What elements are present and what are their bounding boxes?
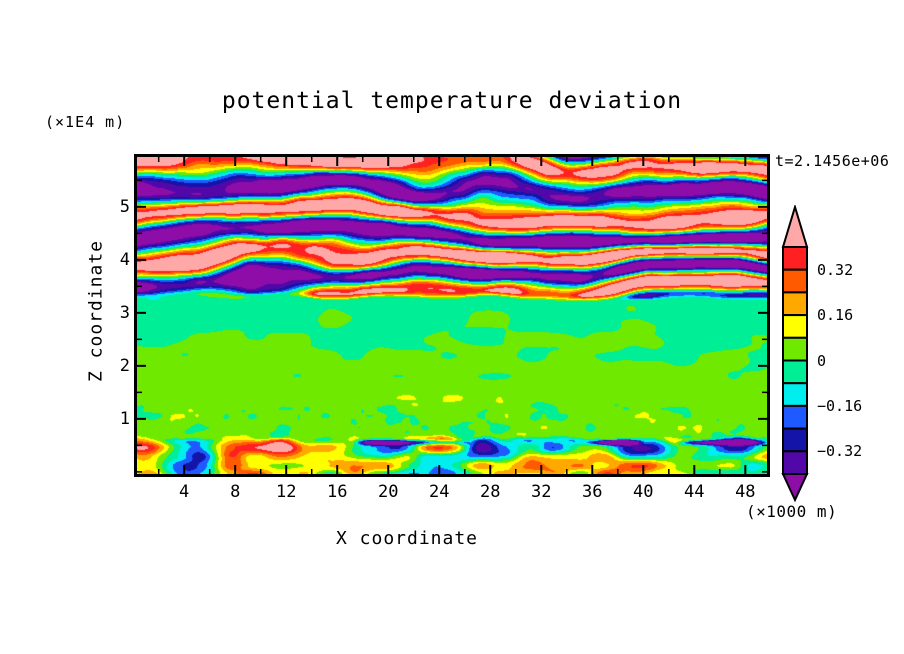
x-tick-label: 8 bbox=[230, 482, 241, 502]
y-axis-label: Z coordinate bbox=[85, 239, 107, 383]
x-tick-label: 4 bbox=[179, 482, 190, 502]
colorbar-tick-label: 0.16 bbox=[817, 306, 854, 324]
colorbar-tick-label: 0.32 bbox=[817, 261, 854, 279]
colorbar-tick-label: −0.16 bbox=[817, 397, 863, 415]
colorbar-tick-label: 0 bbox=[817, 352, 827, 370]
colorbar bbox=[781, 205, 809, 503]
y-tick-label: 5 bbox=[119, 196, 130, 217]
y-tick-label: 4 bbox=[119, 249, 130, 270]
x-tick-label: 28 bbox=[480, 482, 501, 502]
x-tick-label: 20 bbox=[377, 482, 399, 502]
contour-field-canvas bbox=[137, 157, 767, 474]
x-axis-unit-label: (×1000 m) bbox=[746, 502, 838, 521]
colorbar-tick-label: −0.32 bbox=[817, 442, 863, 460]
x-tick-label: 24 bbox=[428, 482, 450, 502]
x-tick-label: 44 bbox=[684, 482, 705, 502]
plot-area bbox=[134, 154, 770, 477]
y-axis-unit-label: (×1E4 m) bbox=[45, 113, 126, 131]
y-tick-label: 2 bbox=[119, 355, 130, 376]
x-tick-label: 12 bbox=[275, 482, 297, 502]
x-tick-label: 36 bbox=[582, 482, 603, 502]
plot-title: potential temperature deviation bbox=[221, 88, 683, 114]
x-tick-label: 48 bbox=[735, 482, 756, 502]
time-annotation: t=2.1456e+06 bbox=[775, 152, 890, 170]
x-tick-label: 40 bbox=[633, 482, 654, 502]
x-tick-label: 16 bbox=[326, 482, 348, 502]
y-tick-label: 3 bbox=[119, 302, 130, 323]
x-axis-label: X coordinate bbox=[335, 528, 479, 549]
x-tick-label: 32 bbox=[531, 482, 552, 502]
y-tick-label: 1 bbox=[119, 408, 130, 429]
